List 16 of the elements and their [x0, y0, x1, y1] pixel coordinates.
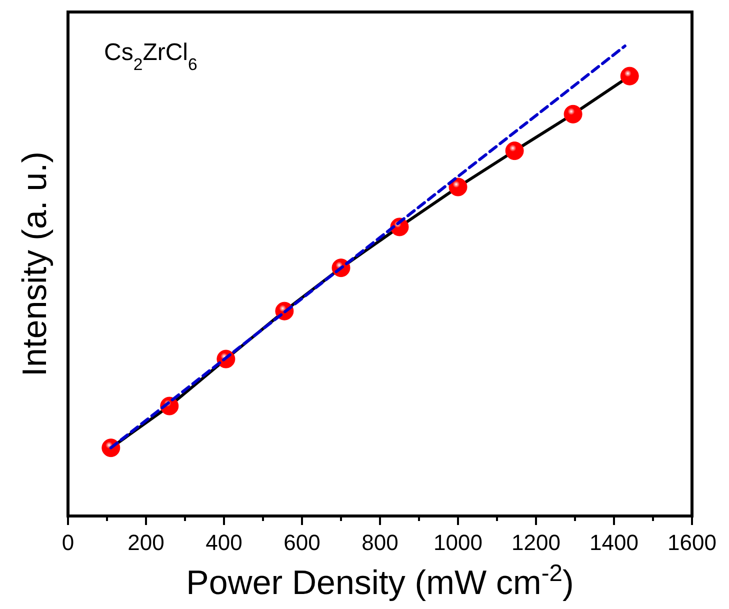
annotation: Cs$_{2}$ZrCl$_{6}$ — [104, 39, 198, 74]
x-tick-label: 1400 — [590, 530, 638, 555]
point — [448, 178, 468, 196]
point — [620, 66, 639, 86]
x-tick-label: 1200 — [512, 530, 560, 555]
x-tick-label: 600 — [284, 530, 320, 555]
x-axis-title: Power Density (mW cm$^{-2}$) — [186, 560, 574, 602]
x-tick-label: 1600 — [668, 530, 716, 555]
x-tick-label: 0 — [62, 530, 74, 555]
x-tick-label: 800 — [362, 530, 398, 555]
point — [505, 142, 524, 160]
x-tick-label: 400 — [206, 530, 242, 555]
point — [564, 104, 582, 124]
x-tick-label: 1000 — [434, 530, 482, 555]
y-axis-title: Intensity (a. u.) — [16, 152, 54, 376]
x-tick-label: 200 — [128, 530, 164, 555]
